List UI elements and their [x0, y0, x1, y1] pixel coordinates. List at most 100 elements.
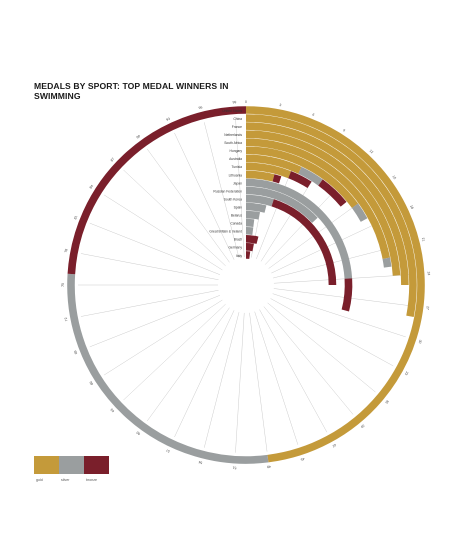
spoke-27: [89, 222, 221, 275]
ring-16-bronze: [245, 235, 259, 244]
tick-label-26: 78: [64, 248, 69, 253]
tick-label-4: 12: [369, 149, 375, 155]
tick-label-21: 63: [110, 408, 116, 414]
ring-5-silver: [351, 203, 368, 222]
spoke-8: [273, 274, 414, 284]
ring-1-gold: [245, 114, 417, 317]
ring-0-gold: [245, 106, 425, 463]
ring-8-gold: [245, 170, 275, 182]
tick-label-7: 21: [421, 237, 426, 242]
country-label-8: Lithuania: [229, 173, 243, 177]
ring-11-bronze: [271, 199, 337, 286]
country-label-16: Brazil: [234, 238, 243, 242]
tick-label-3: 9: [342, 128, 346, 132]
country-label-9: Japan: [233, 181, 242, 185]
ring-0-silver: [67, 273, 269, 464]
tick-label-5: 15: [391, 175, 397, 180]
spoke-14: [259, 309, 328, 433]
ring-17-bronze: [245, 243, 254, 252]
spoke-32: [203, 122, 240, 258]
tick-label-23: 69: [73, 350, 78, 355]
ring-0-bronze: [67, 106, 246, 275]
tick-label-0: 0: [245, 100, 247, 104]
spoke-29: [123, 169, 226, 267]
spoke-31: [174, 132, 235, 260]
country-label-11: South Korea: [224, 197, 242, 201]
tick-label-15: 45: [300, 457, 305, 462]
tick-label-19: 57: [165, 448, 170, 453]
country-label-3: Netherlands: [224, 133, 242, 137]
spoke-16: [249, 312, 268, 452]
spoke-18: [203, 312, 240, 448]
spoke-20: [147, 307, 230, 422]
spoke-13: [263, 306, 354, 415]
spoke-17: [235, 312, 245, 453]
tick-label-28: 84: [89, 184, 94, 189]
tick-label-22: 66: [89, 380, 94, 385]
ring-7-gold: [245, 162, 292, 179]
tick-label-33: 99: [232, 100, 236, 104]
country-labels: United States China France Netherlands South…: [209, 109, 242, 258]
tick-label-30: 90: [136, 134, 141, 140]
ring-12-silver: [245, 202, 267, 213]
tick-label-9: 27: [425, 306, 429, 310]
ring-7-bronze: [288, 171, 312, 189]
ring-3-gold: [245, 130, 401, 276]
country-label-1: China: [233, 117, 242, 121]
tick-label-18: 54: [198, 460, 203, 465]
tick-label-8: 24: [427, 271, 431, 275]
spoke-10: [272, 293, 406, 338]
ring-4-silver: [382, 257, 392, 268]
tick-label-2: 6: [312, 113, 315, 117]
ring-10-silver: [245, 186, 318, 223]
ring-4-gold: [245, 138, 391, 259]
legend-swatch-gold: [34, 456, 59, 474]
spoke-15: [254, 311, 299, 445]
spoke-28: [104, 194, 223, 271]
tick-label-20: 60: [136, 430, 141, 436]
spoke-12: [267, 302, 376, 393]
spoke-22: [104, 299, 223, 376]
spoke-30: [147, 148, 230, 263]
country-label-12: Spain: [234, 205, 243, 209]
tick-label-25: 75: [61, 283, 65, 287]
country-label-4: South Africa: [224, 141, 242, 145]
country-label-0: United States: [222, 109, 242, 113]
ring-5-gold: [245, 146, 359, 209]
spoke-19: [174, 310, 235, 438]
legend-swatch-silver: [59, 456, 84, 474]
tick-label-32: 96: [198, 105, 203, 110]
country-label-15: Great Britain & Ireland: [209, 230, 242, 234]
legend-label-silver: silver: [61, 478, 70, 482]
tick-label-6: 18: [409, 204, 414, 209]
ring-11-silver: [245, 194, 274, 207]
legend-swatch-bronze: [84, 456, 109, 474]
legend-label-bronze: bronze: [86, 478, 97, 482]
tick-label-16: 48: [267, 464, 271, 468]
tick-label-13: 39: [360, 423, 366, 429]
country-label-5: Hungary: [230, 149, 243, 153]
country-label-10: Russian Federation: [213, 189, 242, 193]
tick-label-27: 81: [73, 215, 78, 220]
tick-label-31: 93: [165, 117, 170, 122]
tick-label-1: 3: [279, 103, 282, 107]
country-label-13: Belarus: [231, 214, 243, 218]
ring-9-bronze: [341, 278, 353, 312]
spoke-26: [80, 253, 219, 280]
country-label-6: Australia: [229, 157, 242, 161]
spoke-11: [270, 298, 394, 367]
spoke-lines: [78, 117, 414, 453]
tick-label-17: 51: [232, 466, 236, 470]
tick-label-10: 30: [418, 339, 423, 344]
country-label-14: Canada: [230, 222, 242, 226]
medal-rings: [67, 106, 425, 464]
country-label-2: France: [232, 125, 242, 129]
legend-label-gold: gold: [36, 478, 43, 482]
spoke-24: [80, 290, 219, 317]
ring-2-gold: [245, 122, 409, 286]
tick-label-12: 36: [384, 399, 390, 405]
spoke-21: [123, 303, 226, 401]
tick-label-11: 33: [404, 371, 409, 376]
ring-6-gold: [245, 154, 302, 174]
